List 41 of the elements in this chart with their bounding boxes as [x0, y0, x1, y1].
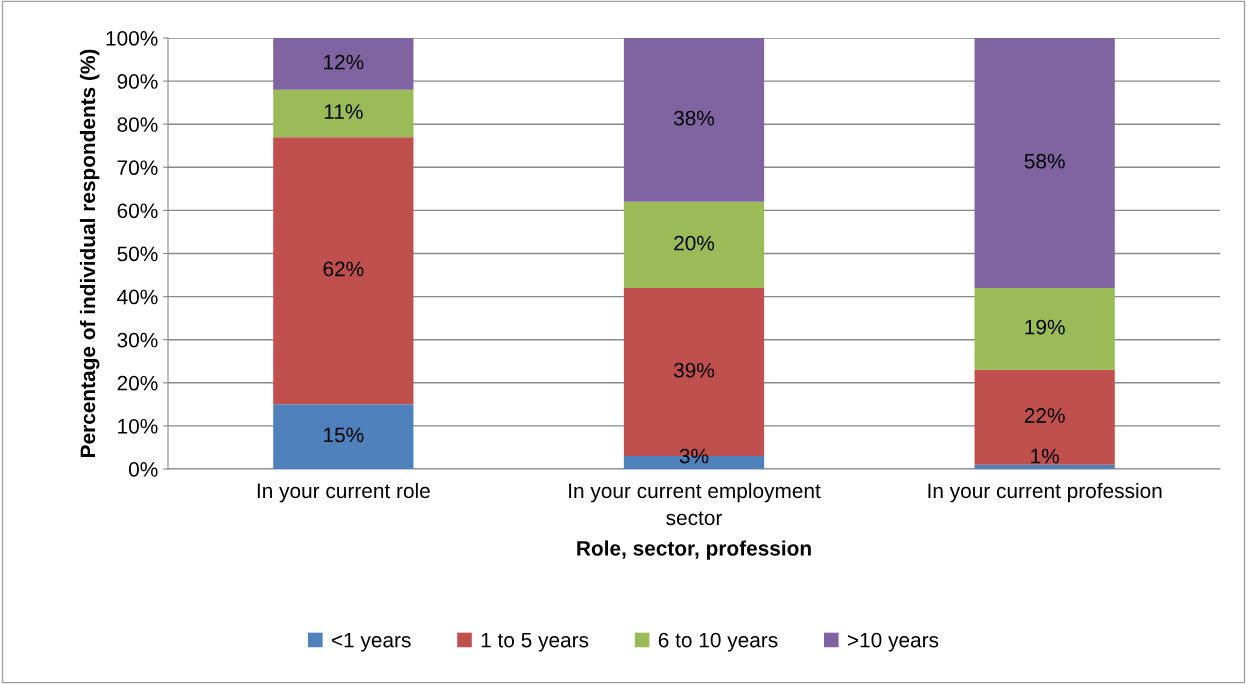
y-tick-label: 30%: [117, 332, 158, 348]
data-label: 1%: [1031, 448, 1059, 464]
y-tick-label: 60%: [117, 203, 158, 219]
data-label: 62%: [323, 261, 364, 277]
y-tick-label: 90%: [117, 74, 158, 89]
bar: [974, 464, 1115, 469]
y-axis-title: Percentage of individual respondents (%): [79, 49, 100, 457]
bar: [623, 201, 765, 288]
data-label: 22%: [1024, 408, 1065, 423]
legend-label: 6 to 10 years: [658, 632, 778, 652]
data-label: 19%: [1025, 319, 1065, 335]
legend-label: 1 to 5 years: [481, 632, 589, 652]
y-tick-label: 0%: [128, 462, 158, 477]
bar: [273, 38, 414, 90]
data-label: 12%: [324, 54, 364, 70]
x-tick-label: In your current role: [257, 482, 430, 503]
bar: [273, 404, 414, 469]
bar: [273, 137, 414, 405]
legend-label: <1 years: [331, 632, 411, 652]
data-label: 11%: [324, 104, 363, 119]
x-tick-label: In your current employment sector: [569, 482, 821, 526]
data-label: 39%: [673, 362, 715, 378]
y-tick-label: 70%: [117, 160, 158, 176]
bar: [974, 38, 1115, 288]
data-label: 58%: [1024, 153, 1065, 169]
bar: [623, 38, 765, 202]
bar: [974, 369, 1115, 465]
data-label: 38%: [673, 110, 715, 126]
x-axis-title: Role, sector, profession: [577, 540, 811, 560]
y-tick-label: 100%: [106, 31, 158, 46]
x-tick-label: In your current profession: [928, 482, 1162, 503]
bar: [974, 287, 1115, 370]
data-label: 20%: [674, 235, 715, 251]
y-tick-label: 50%: [117, 246, 158, 262]
y-tick-label: 10%: [118, 418, 158, 434]
y-tick-label: 20%: [117, 375, 158, 391]
y-tick-label: 80%: [117, 117, 158, 132]
legend-label: >10 years: [847, 632, 939, 652]
data-label: 15%: [324, 427, 364, 443]
bar: [273, 89, 414, 138]
y-tick-label: 40%: [117, 289, 158, 305]
